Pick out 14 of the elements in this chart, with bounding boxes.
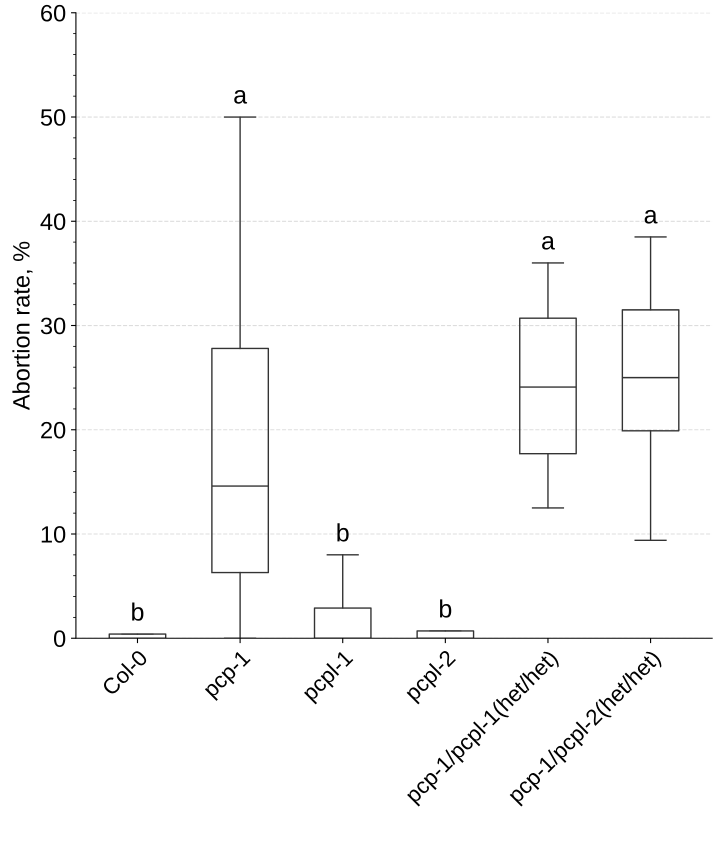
- annotation: b: [337, 523, 349, 542]
- y-tick-label: 10: [42, 526, 66, 543]
- y-axis-title: Abortion rate, %: [12, 242, 32, 410]
- y-tick-label: 0: [54, 630, 66, 648]
- annotation: b: [440, 599, 452, 618]
- annotation: a: [644, 210, 658, 224]
- annotation: b: [132, 602, 144, 621]
- annotation: a: [542, 236, 555, 250]
- y-tick-label: 20: [41, 422, 66, 439]
- y-tick-label: 30: [40, 318, 66, 334]
- y-tick-label: 40: [40, 213, 66, 230]
- y-tick-label: 50: [40, 109, 66, 126]
- annotation: a: [234, 90, 248, 104]
- y-tick-label: 60: [41, 4, 66, 22]
